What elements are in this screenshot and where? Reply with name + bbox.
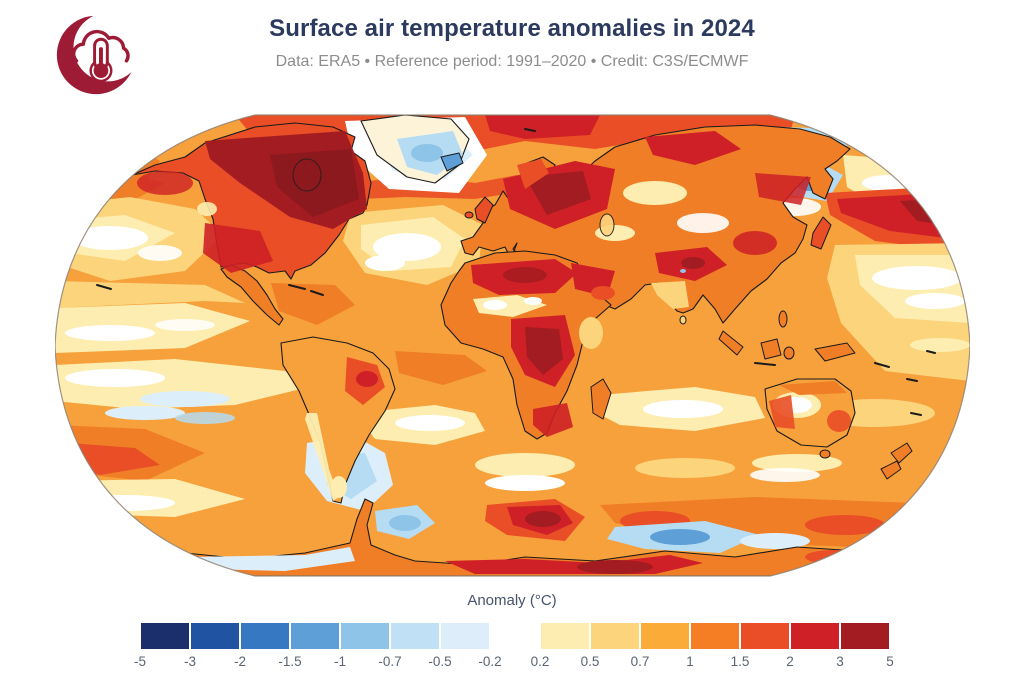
land-anomaly-patches <box>137 131 851 501</box>
colorbar-segment <box>290 623 340 649</box>
colorbar-tick: -0.5 <box>428 654 452 669</box>
island-new-guinea <box>814 342 856 362</box>
colorbar-segment <box>640 623 690 649</box>
colorbar-segment <box>490 623 540 649</box>
colorbar-tick: -1.5 <box>278 654 302 669</box>
colorbar-tick: -0.2 <box>478 654 502 669</box>
antarctica-layer <box>134 498 918 576</box>
colorbar-tick: 1.5 <box>730 654 750 669</box>
island-britain <box>474 196 494 224</box>
central-america <box>220 264 284 326</box>
colorbar-segment <box>540 623 590 649</box>
colorbar-tick: 0.7 <box>630 654 650 669</box>
colorbar-segment <box>590 623 640 649</box>
island-sulawesi <box>783 346 795 360</box>
colorbar-segment <box>790 623 840 649</box>
colorbar-ticks: -5 -3 -2 -1.5 -1 -0.7 -0.5 -0.2 0.2 0.5 0.7 1 1.5 2 3 5 <box>134 654 894 672</box>
colorbar-tick: -0.7 <box>378 654 402 669</box>
islands-layer <box>96 128 936 480</box>
colorbar-tick: -2 <box>233 654 247 669</box>
colorbar-segment <box>840 623 890 649</box>
colorbar-tick: -1 <box>333 654 347 669</box>
island-madagascar <box>590 378 612 420</box>
island-sumatra <box>718 330 744 356</box>
colorbar-segment <box>340 623 390 649</box>
colorbar-tick: 1 <box>686 654 694 669</box>
c3s-logo <box>56 12 143 95</box>
colorbar-segment <box>240 623 290 649</box>
colorbar-segment <box>140 623 190 649</box>
colorbar-segment <box>690 623 740 649</box>
page-subtitle: Data: ERA5 • Reference period: 1991–2020… <box>275 52 749 70</box>
colorbar-segment <box>740 623 790 649</box>
island-philippines <box>778 310 788 328</box>
colorbar-segment <box>390 623 440 649</box>
island-sri-lanka <box>679 315 687 325</box>
header: Surface air temperature anomalies in 202… <box>0 15 1024 71</box>
colorbar-tick: 0.2 <box>530 654 550 669</box>
island-new-zealand-south <box>880 460 902 480</box>
island-ireland <box>464 211 474 219</box>
page-title: Surface air temperature anomalies in 202… <box>269 15 755 42</box>
island-iceland <box>440 152 464 172</box>
colorbar-tick: -3 <box>183 654 197 669</box>
small-island-marks <box>96 128 936 416</box>
colorbar-segment <box>440 623 490 649</box>
caspian-sea-outline <box>599 213 615 237</box>
colorbar-tick: 3 <box>836 654 844 669</box>
colorbar-tick: 5 <box>886 654 894 669</box>
colorbar-tick: 0.5 <box>580 654 600 669</box>
colorbar-tick: 2 <box>786 654 794 669</box>
island-japan <box>810 216 832 250</box>
colorbar-tick: -5 <box>133 654 147 669</box>
world-map <box>54 113 971 578</box>
colorbar-label: Anomaly (°C) <box>467 592 557 609</box>
island-borneo <box>760 338 782 360</box>
colorbar-segment <box>190 623 240 649</box>
cloud-thermometer-icon <box>56 12 143 95</box>
colorbar <box>140 623 890 649</box>
hudson-bay-outline <box>292 158 322 192</box>
island-tasmania <box>819 449 831 459</box>
island-new-zealand-north <box>890 442 913 464</box>
world-map-svg <box>54 114 971 577</box>
